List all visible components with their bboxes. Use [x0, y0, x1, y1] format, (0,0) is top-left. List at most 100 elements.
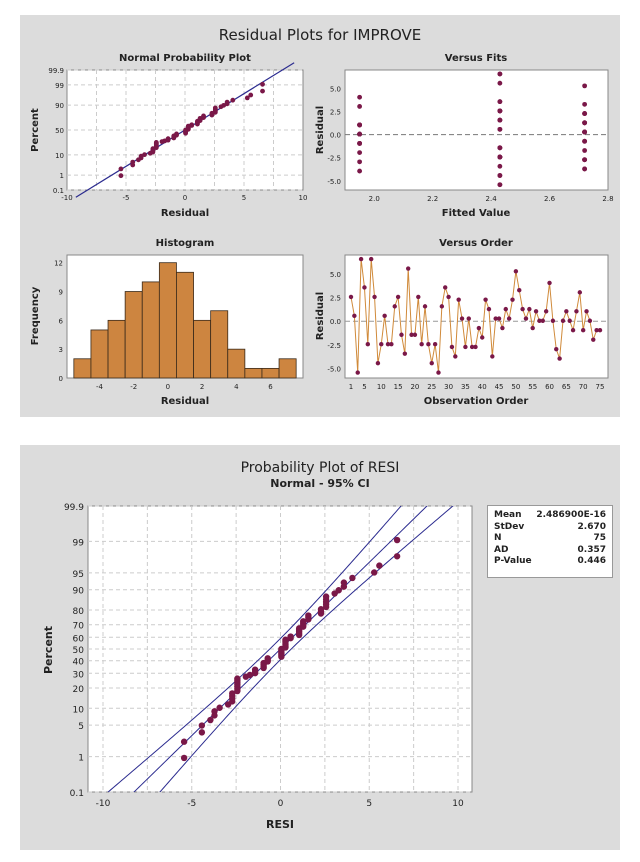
- fits-xlabel: Fitted Value: [442, 208, 511, 219]
- prob-point: [229, 690, 236, 697]
- order-point: [355, 370, 360, 375]
- order-point: [439, 304, 445, 309]
- hist-ytick-label: 6: [59, 317, 64, 325]
- stat-value: 75: [593, 533, 606, 543]
- order-point: [584, 309, 589, 314]
- hist-ylabel: Frequency: [30, 286, 41, 345]
- fits-point: [582, 111, 588, 116]
- fits-xtick-label: 2.4: [486, 195, 498, 203]
- prob-ytick-label: 0.1: [70, 789, 84, 799]
- hist-title: Histogram: [156, 238, 215, 249]
- npp-point: [142, 152, 147, 158]
- order-point: [412, 332, 418, 337]
- prob-point: [198, 729, 206, 736]
- npp-point: [248, 92, 254, 98]
- order-xtick-label: 25: [427, 383, 436, 391]
- hist-bar: [193, 319, 212, 379]
- order-point: [416, 294, 421, 300]
- stats-legend: Mean 2.486900E-16 StDev 2.670 N 75 AD 0.357 …: [487, 505, 613, 578]
- order-point: [480, 335, 485, 340]
- prob-ytick-label: 70: [73, 622, 85, 632]
- order-point: [456, 297, 461, 302]
- top-title: Residual Plots for IMPROVE: [219, 26, 421, 44]
- prob-point: [317, 606, 325, 613]
- fits-xtick-label: 2.8: [602, 195, 613, 203]
- prob-point: [393, 536, 401, 544]
- order-point: [426, 342, 431, 347]
- hist-bar: [244, 367, 263, 379]
- prob-point: [246, 671, 254, 679]
- fits-xtick-label: 2.6: [544, 195, 556, 203]
- npp-point: [118, 173, 124, 179]
- hist-bar: [90, 329, 109, 379]
- order-point: [567, 318, 572, 323]
- npp-point: [201, 113, 206, 119]
- npp-ytick-label: 0.1: [53, 187, 64, 195]
- npp-point: [189, 122, 195, 128]
- order-point: [429, 360, 434, 366]
- npp-point: [212, 105, 218, 111]
- fits-point: [497, 117, 503, 123]
- order-point: [395, 294, 401, 300]
- order-point: [530, 325, 535, 331]
- order-xtick-label: 40: [478, 383, 487, 391]
- prob-xtick-label: 5: [366, 799, 372, 809]
- order-point: [496, 316, 502, 321]
- order-point: [375, 360, 381, 366]
- hist-bar: [227, 348, 246, 379]
- prob-point: [216, 704, 223, 711]
- npp-point: [244, 95, 250, 101]
- order-ytick-label: -2.5: [327, 342, 341, 350]
- order-point: [543, 309, 549, 314]
- stat-value: 0.357: [577, 544, 606, 555]
- fits-point: [357, 150, 363, 156]
- order-point: [382, 313, 387, 319]
- npp-ytick-label: 1: [60, 172, 64, 180]
- prob-ytick-label: 20: [73, 685, 85, 695]
- npp-point: [118, 166, 124, 172]
- prob-point: [322, 593, 330, 600]
- order-point: [459, 316, 465, 321]
- order-point: [564, 309, 569, 314]
- order-point: [503, 306, 508, 312]
- prob-point: [180, 754, 188, 762]
- order-xtick-label: 1: [349, 383, 353, 391]
- fits-point: [357, 94, 363, 100]
- order-point: [506, 316, 512, 321]
- hist-xtick-label: 0: [166, 383, 170, 391]
- prob-ci-lower-line: [107, 506, 402, 792]
- prob-point: [371, 569, 378, 576]
- stat-label: StDev: [494, 521, 525, 532]
- hist-bar: [124, 291, 143, 379]
- order-point: [510, 297, 515, 302]
- hist-xtick-label: -4: [96, 383, 104, 391]
- order-xtick-label: 55: [528, 383, 537, 391]
- fits-point: [357, 122, 363, 128]
- fits-point: [497, 154, 503, 160]
- hist-bar: [261, 367, 280, 379]
- hist-bar: [176, 271, 194, 379]
- order-xtick-label: 10: [377, 383, 386, 391]
- order-point: [446, 294, 451, 300]
- npp-ylabel: Percent: [30, 108, 41, 152]
- order-point: [385, 342, 391, 347]
- order-point: [476, 325, 482, 331]
- fits-point: [497, 145, 503, 151]
- order-ytick-label: 0.0: [330, 318, 341, 326]
- hist-xtick-label: 6: [268, 383, 273, 391]
- npp-xtick-label: -5: [123, 194, 130, 202]
- order-point: [362, 285, 367, 290]
- prob-point: [198, 722, 206, 729]
- order-point: [379, 342, 384, 347]
- fits-ytick-label: 5.0: [330, 85, 341, 93]
- fits-point: [582, 120, 588, 126]
- fits-point: [582, 129, 588, 135]
- order-xtick-label: 75: [596, 383, 605, 391]
- order-point: [463, 344, 468, 350]
- npp-ytick-label: 50: [55, 127, 64, 135]
- order-point: [365, 342, 371, 347]
- npp-point: [230, 97, 236, 103]
- fits-point: [357, 168, 363, 174]
- stat-row-n: N 75: [494, 533, 606, 545]
